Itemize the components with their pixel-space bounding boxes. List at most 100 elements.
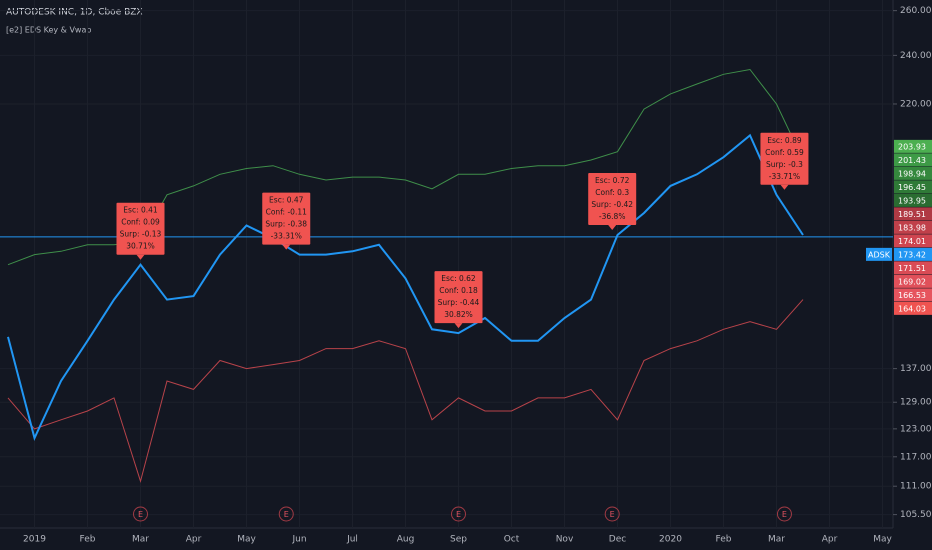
annotation-text: 30.71%: [126, 242, 155, 251]
series-line: [7, 299, 804, 483]
earnings-marker: [451, 506, 466, 522]
price-label-box: [894, 301, 932, 315]
x-tick-label: 2020: [659, 535, 682, 545]
price-label-box: [894, 247, 932, 261]
annotation: Esc: 0.72 Conf: 0.3 Surp: -0.42 -36.8%: [588, 173, 637, 231]
annotation: Esc: 0.41 Conf: 0.09 Surp: -0.13 30.71%: [116, 202, 165, 260]
annotation-text: -36.8%: [599, 212, 626, 221]
price-label-box: [894, 220, 932, 234]
annotation: Esc: 0.89 Conf: 0.59 Surp: -0.3 -33.71%: [760, 132, 809, 190]
x-tick-label: Aug: [397, 535, 415, 545]
earnings-marker: [776, 506, 792, 522]
x-tick-label: Jun: [291, 535, 306, 545]
annotation-box: [116, 202, 165, 255]
symbol-label: ADSK: [868, 250, 891, 259]
chart-title: AUTODESK INC, 1D, Cboe BZX: [6, 8, 143, 18]
annotation-pointer: [608, 225, 617, 231]
price-label: 164.03: [898, 304, 926, 313]
price-label: 174.01: [898, 237, 926, 246]
price-label: 201.43: [898, 156, 926, 165]
price-label: 196.45: [898, 183, 926, 192]
symbol-box: [866, 247, 892, 261]
price-label-box: [894, 153, 932, 167]
price-label-box: [894, 166, 932, 180]
price-label: 173.42: [898, 250, 926, 259]
x-tick-label: Feb: [80, 535, 96, 545]
price-label-box: [894, 139, 932, 153]
price-label: 171.51: [898, 264, 926, 273]
earnings-marker: [278, 506, 294, 522]
annotation-text: Esc: 0.89: [767, 136, 802, 145]
annotation-text: Surp: -0.42: [591, 200, 633, 209]
annotation-text: Surp: -0.38: [265, 220, 307, 229]
annotation-text: Conf: 0.09: [121, 218, 160, 227]
annotation-text: Conf: 0.18: [439, 286, 478, 295]
x-tick-label: Nov: [556, 535, 574, 545]
annotation-text: 30.82%: [444, 310, 473, 319]
annotation-text: Surp: -0.44: [438, 298, 480, 307]
x-tick-label: May: [873, 535, 892, 545]
earnings-label: E: [284, 510, 289, 519]
price-label: 183.98: [898, 223, 926, 232]
price-label: 189.51: [898, 210, 926, 219]
earnings-marker: [604, 506, 620, 522]
earnings-label: E: [782, 510, 787, 519]
price-label-box: [894, 261, 932, 275]
earnings-label: E: [138, 510, 143, 519]
x-tick-label: May: [237, 535, 256, 545]
annotation-text: Esc: 0.41: [123, 206, 158, 215]
y-tick-label: 123.00: [900, 424, 932, 434]
price-label-box: [894, 207, 932, 221]
annotation-text: Conf: 0.3: [595, 188, 629, 197]
annotation-text: Surp: -0.13: [120, 230, 162, 239]
price-label: 198.94: [898, 169, 926, 178]
annotation-text: Conf: 0.59: [765, 148, 804, 157]
annotation-text: Conf: -0.11: [266, 208, 307, 217]
annotation-pointer: [136, 254, 145, 260]
price-label: 169.02: [898, 277, 926, 286]
annotation: Esc: 0.62 Conf: 0.18 Surp: -0.44 30.82%: [434, 271, 483, 329]
annotation-text: Esc: 0.62: [441, 274, 476, 283]
indicator-name: [e2] EDS Key & Vwap: [6, 26, 91, 35]
annotation-text: -33.31%: [271, 232, 302, 241]
x-tick-label: Oct: [504, 535, 520, 545]
price-label-box: [894, 193, 932, 207]
x-tick-label: Apr: [822, 535, 838, 545]
earnings-marker: [133, 506, 148, 522]
price-label: 203.93: [898, 142, 926, 151]
x-tick-label: Mar: [768, 535, 785, 545]
earnings-label: E: [456, 510, 461, 519]
annotation-box: [588, 173, 637, 226]
y-tick-label: 260.00: [900, 6, 932, 16]
annotation-text: Esc: 0.72: [595, 176, 630, 185]
annotation-pointer: [454, 323, 463, 329]
price-label: 166.53: [898, 291, 926, 300]
y-tick-label: 105.50: [900, 510, 932, 520]
price-label: 193.95: [898, 196, 926, 205]
x-tick-label: Mar: [132, 535, 149, 545]
x-tick-label: Apr: [186, 535, 202, 545]
price-label-box: [894, 288, 932, 302]
annotation: Esc: 0.47 Conf: -0.11 Surp: -0.38 -33.31%: [262, 192, 311, 250]
annotation-text: Esc: 0.47: [269, 196, 304, 205]
annotation-box: [760, 132, 809, 185]
x-tick-label: Feb: [716, 535, 732, 545]
x-tick-label: 2019: [23, 535, 46, 545]
annotation-pointer: [780, 184, 789, 190]
y-tick-label: 111.00: [900, 482, 932, 492]
earnings-label: E: [610, 510, 615, 519]
price-label-box: [894, 234, 932, 248]
y-tick-label: 129.00: [900, 398, 932, 408]
price-label-box: [894, 180, 932, 194]
x-tick-label: Jul: [346, 535, 358, 545]
price-label-box: [894, 274, 932, 288]
y-tick-label: 137.00: [900, 364, 932, 374]
y-tick-label: 240.00: [900, 51, 932, 61]
annotation-box: [262, 192, 311, 245]
x-tick-label: Sep: [450, 535, 467, 545]
x-tick-label: Dec: [609, 535, 626, 545]
annotation-box: [434, 271, 483, 324]
annotation-pointer: [282, 244, 291, 250]
y-tick-label: 117.00: [900, 452, 932, 462]
